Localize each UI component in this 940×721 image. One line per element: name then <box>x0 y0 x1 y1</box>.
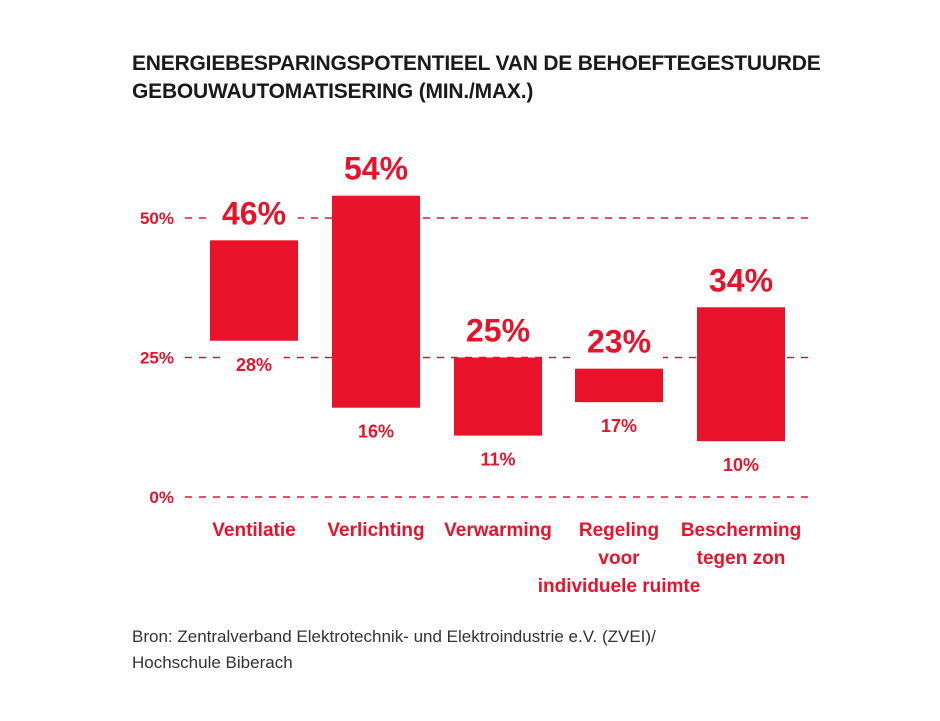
min-label-backdrop <box>589 412 649 439</box>
y-tick-label-0: 0% <box>149 488 174 507</box>
range-bar <box>332 195 420 408</box>
min-label-backdrop <box>468 445 528 472</box>
category-label: individuele ruimte <box>538 576 701 597</box>
category-label: Bescherming <box>681 520 801 541</box>
max-value-label: 34% <box>709 262 773 298</box>
source-line-2: Hochschule Biberach <box>132 653 293 672</box>
max-value-label: 23% <box>587 324 651 360</box>
y-tick-label-25: 25% <box>140 349 174 368</box>
max-label-backdrop <box>332 149 420 186</box>
max-label-backdrop <box>575 322 663 359</box>
max-label-backdrop <box>697 261 785 298</box>
category-label: Ventilatie <box>212 520 295 541</box>
max-value-label: 25% <box>466 313 530 349</box>
max-label-backdrop <box>454 311 542 348</box>
min-label-backdrop <box>346 417 406 444</box>
y-tick-label-50: 50% <box>140 209 174 228</box>
max-label-backdrop <box>210 194 298 231</box>
category-label: voor <box>598 548 640 569</box>
category-label: tegen zon <box>697 548 786 569</box>
source-line-1: Bron: Zentralverband Elektrotechnik- und… <box>132 627 656 646</box>
category-label: Verwarming <box>444 520 552 541</box>
range-bar <box>575 368 663 403</box>
min-value-label: 11% <box>480 450 515 470</box>
min-label-backdrop <box>224 350 284 377</box>
chart-title: ENERGIEBESPARINGSPOTENTIEEL VAN DE BEHOE… <box>132 50 832 106</box>
min-label-backdrop <box>711 451 771 478</box>
min-value-label: 10% <box>723 455 759 475</box>
range-bar <box>210 240 298 341</box>
min-value-label: 28% <box>236 355 272 375</box>
max-value-label: 46% <box>222 195 286 231</box>
source-note: Bron: Zentralverband Elektrotechnik- und… <box>132 624 832 676</box>
min-value-label: 16% <box>358 422 394 442</box>
range-bar <box>454 357 542 436</box>
chart-title-line-1: ENERGIEBESPARINGSPOTENTIEEL VAN DE BEHOE… <box>132 52 821 75</box>
range-bar <box>697 307 785 442</box>
chart-title-line-2: GEBOUWAUTOMATISERING (MIN./MAX.) <box>132 80 534 103</box>
category-label: Regeling <box>579 520 659 541</box>
category-label: Verlichting <box>327 520 424 541</box>
max-value-label: 54% <box>344 151 408 187</box>
min-value-label: 17% <box>601 416 637 436</box>
